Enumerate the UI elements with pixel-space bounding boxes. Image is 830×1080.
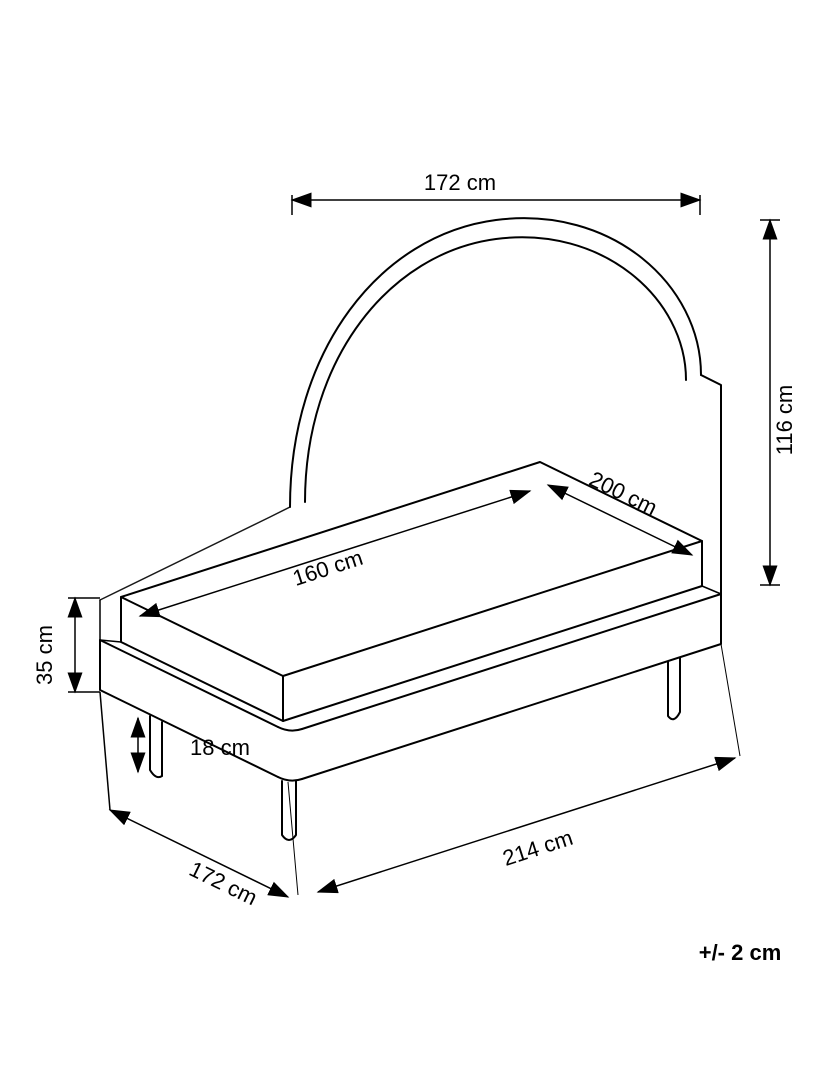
label-leg-height: 18 cm (190, 735, 250, 760)
bed-dimension-diagram: 172 cm 116 cm 160 cm 200 cm 35 cm 18 cm … (0, 0, 830, 1080)
label-mattress-width: 160 cm (290, 545, 366, 591)
label-tolerance: +/- 2 cm (699, 940, 782, 965)
label-mattress-length: 200 cm (585, 466, 661, 520)
label-front-width: 172 cm (185, 856, 261, 910)
label-total-height: 116 cm (772, 385, 797, 456)
dimension-labels: 172 cm 116 cm 160 cm 200 cm 35 cm 18 cm … (32, 170, 797, 965)
label-headboard-width: 172 cm (424, 170, 496, 195)
dimension-lines (68, 195, 780, 897)
label-side-length: 214 cm (500, 825, 576, 871)
label-frame-height: 35 cm (32, 625, 57, 685)
